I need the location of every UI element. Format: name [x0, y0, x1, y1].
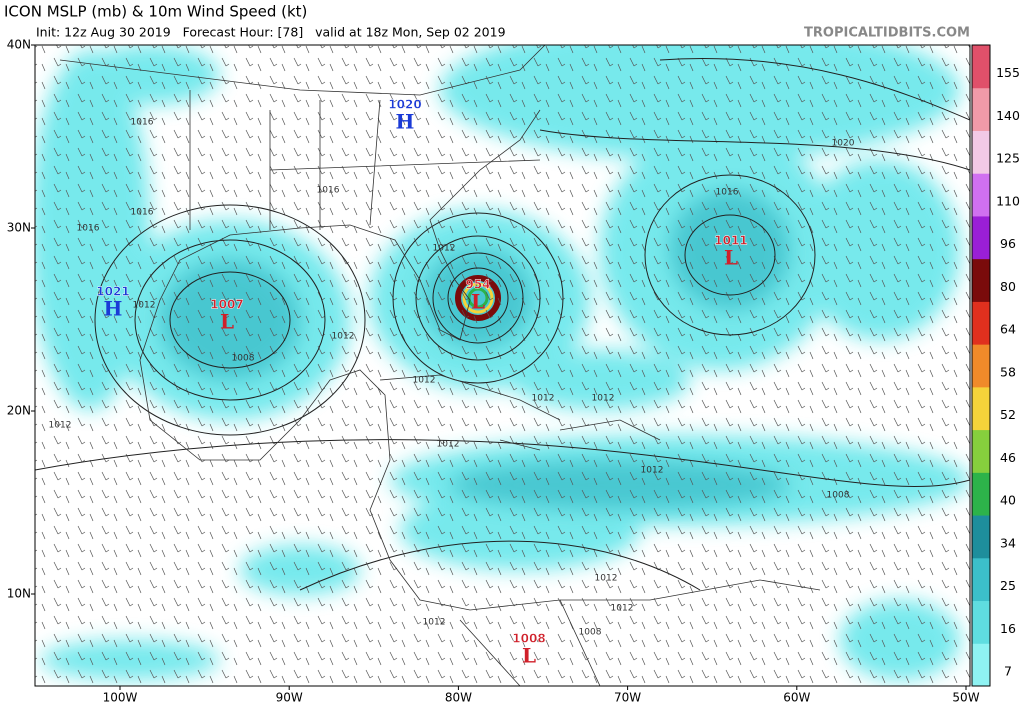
lon-label: 90W [276, 691, 303, 705]
isobar-label: 1012 [641, 466, 664, 476]
isobar-label: 1012 [595, 574, 618, 584]
colorbar-label: 140 [996, 108, 1020, 123]
isobar-label: 1012 [133, 301, 156, 311]
center-value: 1020 [388, 98, 421, 112]
colorbar-label: 16 [1000, 621, 1016, 636]
colorbar-segment [972, 130, 990, 174]
colorbar-segment [972, 643, 990, 687]
colorbar-label: 64 [1000, 322, 1016, 337]
map: 1016 1016 1016 1016 1020 1016 1012 1012 1008 1012… [35, 45, 970, 686]
isobar-label: 1012 [433, 244, 456, 254]
colorbar-label: 25 [1000, 578, 1016, 593]
colorbar-segment [972, 557, 990, 602]
center-value: 1021 [96, 285, 129, 299]
colorbar-segment [972, 386, 990, 431]
colorbar-label: 46 [1000, 450, 1016, 465]
colorbar-label: 52 [1000, 407, 1016, 422]
isobar-label: 1016 [317, 186, 340, 196]
colorbar-segment [972, 215, 990, 260]
lon-label: 70W [614, 691, 641, 705]
center-value: 954 [465, 278, 490, 292]
title: ICON MSLP (mb) & 10m Wind Speed (kt) [4, 3, 307, 21]
center-value: 1008 [512, 632, 545, 646]
colorbar-label: 155 [996, 65, 1020, 80]
lat-label: 40N [7, 38, 31, 52]
colorbar-label: 40 [1000, 493, 1016, 508]
isobar-label: 1008 [827, 491, 850, 501]
isobar-label: 1012 [532, 394, 555, 404]
isobar-label: 1012 [49, 421, 72, 431]
center-symbol: L [724, 246, 738, 270]
center-value: 1011 [714, 234, 747, 248]
colorbar-segment [972, 344, 990, 388]
lon-label: 60W [783, 691, 810, 705]
colorbar-segment [972, 258, 990, 302]
colorbar-label: 34 [1000, 535, 1016, 550]
lon-label: 50W [952, 691, 979, 705]
isobar-label: 1016 [131, 118, 154, 128]
colorbar-segment [972, 45, 990, 89]
center-symbol: L [471, 290, 485, 314]
isobar-label: 1016 [131, 208, 154, 218]
isobar-label: 1008 [232, 354, 255, 364]
colorbar-label: 80 [1000, 279, 1016, 294]
subtitle: Init: 12z Aug 30 2019 Forecast Hour: [78… [36, 25, 506, 40]
isobar-label: 1016 [77, 224, 100, 234]
center-symbol: H [396, 110, 415, 134]
colorbar-label: 110 [996, 193, 1020, 208]
center-symbol: L [522, 644, 536, 668]
isobar-label: 1012 [332, 332, 355, 342]
wind-barbs [35, 45, 970, 686]
colorbar-segment [972, 472, 990, 516]
isobar-label: 1020 [832, 139, 855, 149]
colorbar-segment [972, 515, 990, 559]
lat-label: 20N [7, 404, 31, 418]
isobar-label: 1012 [437, 440, 460, 450]
colorbar-label: 58 [1000, 364, 1016, 379]
lat-label: 30N [7, 221, 31, 235]
center-value: 1007 [210, 298, 243, 312]
isobar-label: 1008 [579, 628, 602, 638]
colorbar-segment [972, 429, 990, 473]
lon-label: 80W [445, 691, 472, 705]
isobar-labels: 1016 1016 1016 1016 1020 1016 1012 1012 1008 1012… [49, 118, 855, 638]
colorbar-segment [972, 301, 990, 345]
isobar-label: 1012 [413, 376, 436, 386]
colorbar-segment [972, 87, 990, 131]
colorbar-frame [971, 44, 991, 687]
center-symbol: L [220, 310, 234, 334]
map-frame [34, 44, 971, 687]
colorbar-label: 7 [1004, 664, 1012, 679]
lat-label: 10N [7, 587, 31, 601]
colorbar-label: 125 [996, 151, 1020, 166]
center-symbol: H [104, 297, 123, 321]
isobar-label: 1012 [592, 394, 615, 404]
colorbar-label: 96 [1000, 236, 1016, 251]
isobar-label: 1012 [611, 604, 634, 614]
isobars [35, 57, 970, 591]
watermark: TROPICALTIDBITS.COM [804, 26, 970, 41]
colorbar: 7 16 25 34 40 46 52 58 64 80 96 110 125 140 155 [971, 44, 1020, 687]
colorbar-segment [972, 173, 990, 217]
coastlines [59, 45, 821, 686]
colorbar-segment [972, 600, 990, 644]
lon-label: 100W [103, 691, 138, 705]
isobar-label: 1012 [423, 618, 446, 628]
isobar-label: 1016 [716, 188, 739, 198]
axes: 40N 30N 20N 10N 100W 90W 80W 70W 60W 50W [7, 38, 980, 705]
